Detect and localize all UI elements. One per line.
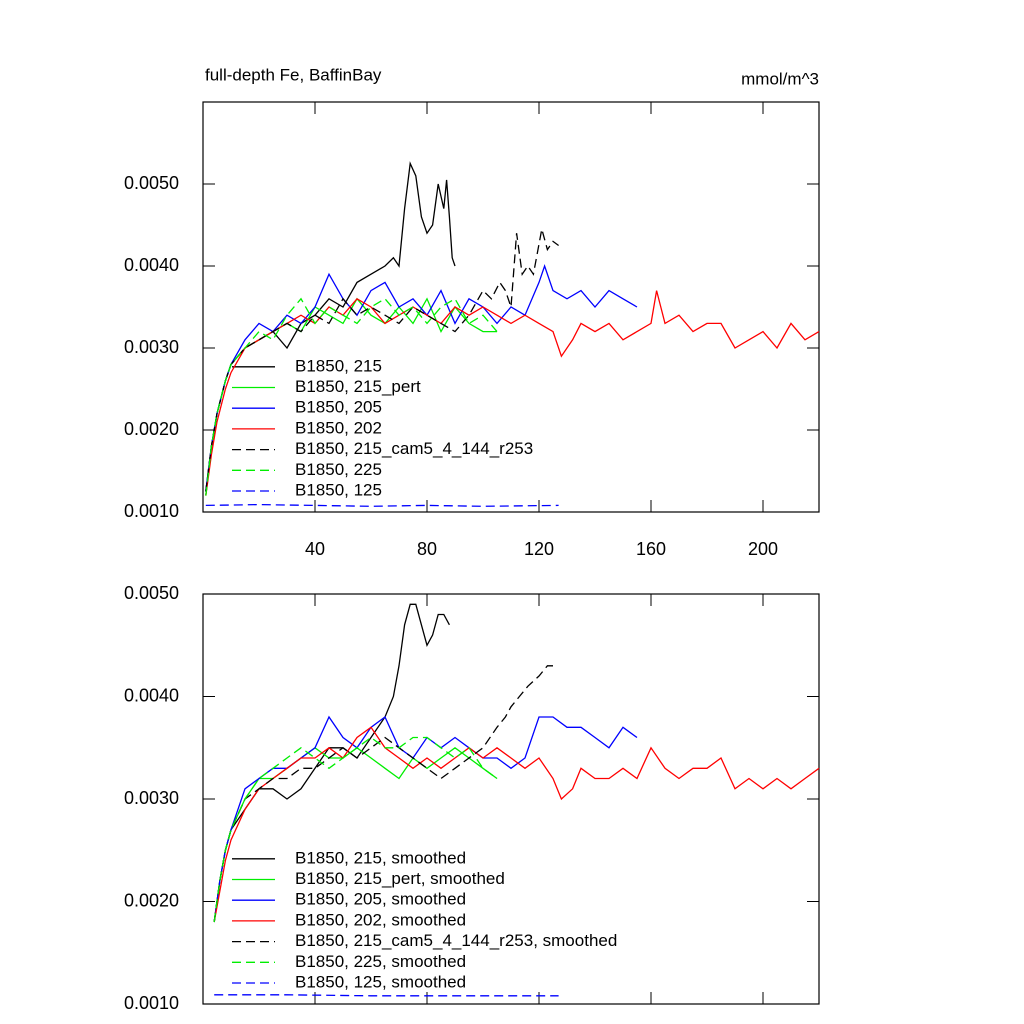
data-line [213, 736, 498, 923]
x-tick-label: 80 [417, 539, 437, 559]
x-tick-label: 160 [636, 539, 666, 559]
data-line [214, 994, 559, 997]
y-tick-label: 0.0010 [124, 993, 179, 1013]
y-tick-label: 0.0050 [124, 173, 179, 193]
data-line [205, 503, 559, 507]
legend-label: B1850, 215_pert [295, 377, 421, 396]
legend-label: B1850, 202 [295, 418, 382, 437]
data-line [205, 228, 559, 492]
y-tick-label: 0.0040 [124, 685, 179, 705]
x-tick-label: 200 [748, 539, 778, 559]
legend-label: B1850, 215 [295, 356, 382, 375]
x-tick-label: 40 [305, 539, 325, 559]
legend-label: B1850, 215_pert, smoothed [295, 869, 505, 888]
y-tick-label: 0.0040 [124, 255, 179, 275]
y-tick-label: 0.0010 [124, 501, 179, 521]
chart-title: full-depth Fe, BaffinBay [205, 65, 382, 84]
legend-label: B1850, 125 [295, 480, 382, 499]
legend-label: B1850, 215_cam5_4_144_r253 [295, 439, 533, 458]
legend-label: B1850, 225, smoothed [295, 952, 466, 971]
x-tick-label: 120 [524, 539, 554, 559]
data-line [205, 297, 498, 496]
data-line [213, 665, 553, 923]
y-tick-label: 0.0050 [124, 583, 179, 603]
legend-label: B1850, 202, smoothed [295, 910, 466, 929]
data-line [205, 263, 638, 492]
legend-label: B1850, 215, smoothed [295, 848, 466, 867]
y-tick-label: 0.0030 [124, 788, 179, 808]
units-label: mmol/m^3 [741, 69, 819, 88]
y-tick-label: 0.0020 [124, 419, 179, 439]
legend-label: B1850, 125, smoothed [295, 972, 466, 991]
legend-label: B1850, 205, smoothed [295, 890, 466, 909]
plot-frame [202, 101, 820, 513]
y-tick-label: 0.0020 [124, 890, 179, 910]
legend-label: B1850, 205 [295, 398, 382, 417]
legend-label: B1850, 215_cam5_4_144_r253, smoothed [295, 931, 617, 950]
data-line [213, 726, 820, 923]
legend-label: B1850, 225 [295, 460, 382, 479]
y-tick-label: 0.0030 [124, 337, 179, 357]
